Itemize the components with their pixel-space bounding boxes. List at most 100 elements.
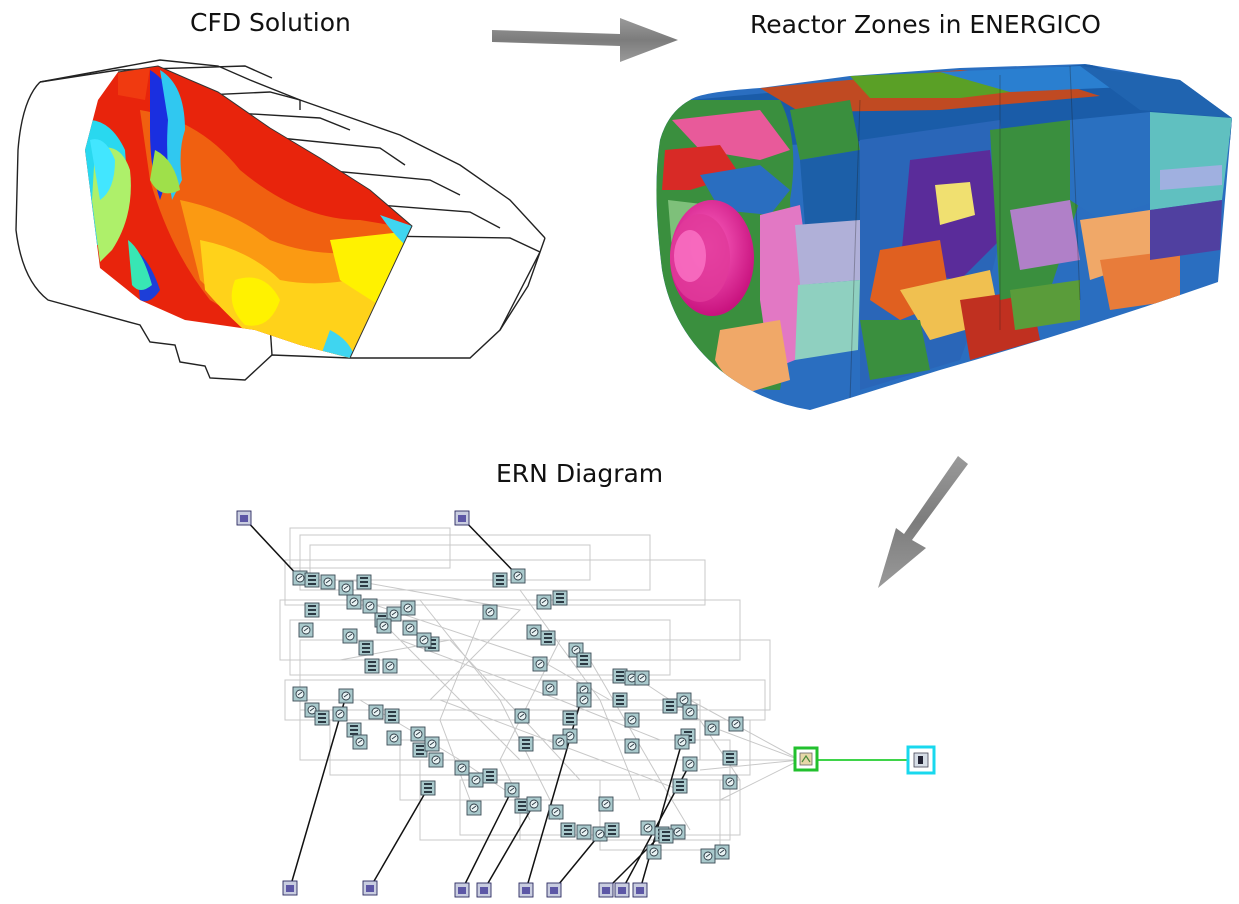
reactor-node-icon [338,580,354,596]
reactor-node-icon [352,734,368,750]
reactor-node-icon [552,590,568,606]
reactor-node-icon [728,716,744,732]
ern-diagram-panel [236,510,936,898]
reactor-node-icon [482,604,498,620]
reactor-node-icon [576,824,592,840]
reactor-node-icon [598,796,614,812]
reactor-node-icon [304,602,320,618]
reactor-node-icon [700,848,716,864]
reactor-node-icon [368,704,384,720]
reactor-node-icon [612,668,628,684]
reactor-node-icon [510,568,526,584]
reactor-node-icon [658,828,674,844]
reactor-node-icon [332,706,348,722]
reactor-node-icon [662,698,678,714]
reactor-node-icon [304,572,320,588]
reactor-node-icon [402,620,418,636]
inlet-link [553,833,601,891]
ern-node-group [236,510,744,898]
inlet-link [483,803,535,891]
reactor-node-icon [428,752,444,768]
reactor-node-icon [540,630,556,646]
reactor-node-icon [292,570,308,586]
reactor-node-icon [604,822,620,838]
cfd-solution-title: CFD Solution [190,8,351,37]
reactor-node-icon [362,598,378,614]
reactor-node-icon [342,628,358,644]
reactor-node-icon [674,734,690,750]
reactor-node-icon [364,658,380,674]
reactor-node-icon [676,692,692,708]
reactor-node-icon [416,632,432,648]
inlet-node-icon [476,882,492,898]
reactor-node-icon [526,624,542,640]
reactor-node-icon [518,736,534,752]
inlet-cap-icon [670,200,754,316]
reactor-node-icon [722,774,738,790]
reactor-zone-blocks [656,64,1232,410]
right-arrow-icon [492,18,678,62]
inlet-node-icon [454,510,470,526]
reactor-node-icon [298,622,314,638]
inlet-link [369,787,429,889]
reactor-node-icon [576,692,592,708]
reactor-node-icon [704,720,720,736]
reactor-node-icon [548,804,564,820]
reactor-node-icon [722,750,738,766]
reactor-node-icon [382,658,398,674]
inlet-node-icon [632,882,648,898]
inlet-node-icon [362,880,378,896]
inlet-node-icon [598,882,614,898]
reactor-node-icon [682,704,698,720]
reactor-node-icon [514,798,530,814]
outlet-node-icon [906,745,936,775]
reactor-node-icon [562,728,578,744]
inlet-link [289,695,347,889]
reactor-node-icon [552,734,568,750]
reactor-node-icon [492,572,508,588]
reactor-node-icon [468,772,484,788]
reactor-node-icon [386,730,402,746]
reactor-node-icon [560,822,576,838]
inlet-node-icon [282,880,298,896]
reactor-node-icon [338,688,354,704]
reactor-zones-panel [656,64,1232,410]
reactor-node-icon [346,594,362,610]
reactor-node-icon [384,708,400,724]
reactor-node-icon [576,652,592,668]
reactor-node-icon [672,778,688,794]
ern-diagram-title: ERN Diagram [496,459,664,488]
ern-inlet-links [243,517,691,891]
reactor-node-icon [410,726,426,742]
reactor-node-icon [424,736,440,752]
reactor-node-icon [526,796,542,812]
inlet-node-icon [518,882,534,898]
reactor-node-icon [542,680,558,696]
reactor-zones-title: Reactor Zones in ENERGICO [750,10,1101,39]
reactor-node-icon [532,656,548,672]
reactor-node-icon [314,710,330,726]
inlet-link [461,789,513,891]
down-left-arrow-icon [878,456,968,588]
inlet-node-icon [454,882,470,898]
reactor-node-icon [420,780,436,796]
inlet-link [639,741,683,891]
inlet-node-icon [236,510,252,526]
reactor-node-icon [640,820,656,836]
reactor-node-icon [634,670,650,686]
reactor-node-icon [466,800,482,816]
reactor-node-icon [514,708,530,724]
reactor-node-icon [292,686,308,702]
reactor-node-icon [356,574,372,590]
inlet-node-icon [546,882,562,898]
reactor-node-icon [320,574,336,590]
reactor-node-icon [646,844,662,860]
reactor-node-icon [536,594,552,610]
reactor-node-icon [454,760,470,776]
reactor-node-icon [412,742,428,758]
reactor-node-icon [568,642,584,658]
reactor-node-icon [400,600,416,616]
inlet-link [461,517,519,577]
inlet-node-icon [614,882,630,898]
